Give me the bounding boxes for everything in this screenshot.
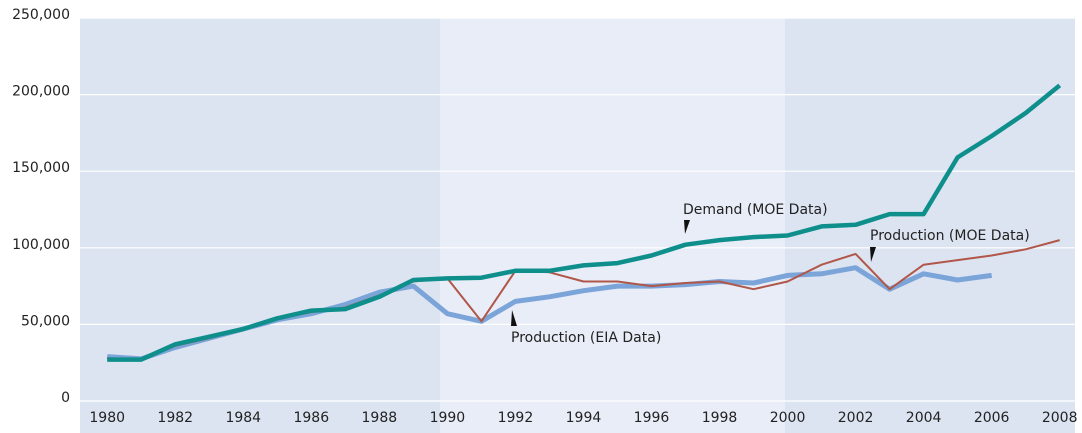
x-tick-label: 1990 xyxy=(430,410,466,426)
series-annotation: Production (MOE Data) xyxy=(870,228,1030,244)
y-tick-label: 250,000 xyxy=(12,7,70,23)
y-tick-label: 150,000 xyxy=(12,160,70,176)
x-tick-label: 1998 xyxy=(702,410,738,426)
y-tick-label: 50,000 xyxy=(21,313,70,329)
series-annotation: Production (EIA Data) xyxy=(511,330,661,346)
x-tick-label: 1986 xyxy=(293,410,329,426)
x-tick-label: 1992 xyxy=(498,410,534,426)
x-tick-label: 1996 xyxy=(634,410,670,426)
series-line xyxy=(107,83,1062,362)
y-tick-label: 200,000 xyxy=(12,84,70,100)
series-annotation: Demand (MOE Data) xyxy=(683,202,828,218)
annotation-pointer xyxy=(511,310,517,326)
x-tick-label: 1994 xyxy=(566,410,602,426)
x-tick-label: 2000 xyxy=(770,410,806,426)
x-tick-label: 1980 xyxy=(89,410,125,426)
band xyxy=(440,18,785,433)
y-tick-label: 0 xyxy=(61,390,70,406)
y-tick-label: 100,000 xyxy=(12,237,70,253)
x-tick-label: 1984 xyxy=(225,410,261,426)
annotation-pointer xyxy=(870,247,876,262)
x-tick-label: 2002 xyxy=(838,410,874,426)
x-tick-label: 2004 xyxy=(906,410,942,426)
band xyxy=(80,18,440,433)
annotation-pointer xyxy=(684,220,690,234)
x-tick-label: 2006 xyxy=(974,410,1010,426)
x-tick-label: 1982 xyxy=(157,410,193,426)
x-tick-label: 2008 xyxy=(1042,410,1078,426)
x-tick-label: 1988 xyxy=(362,410,398,426)
